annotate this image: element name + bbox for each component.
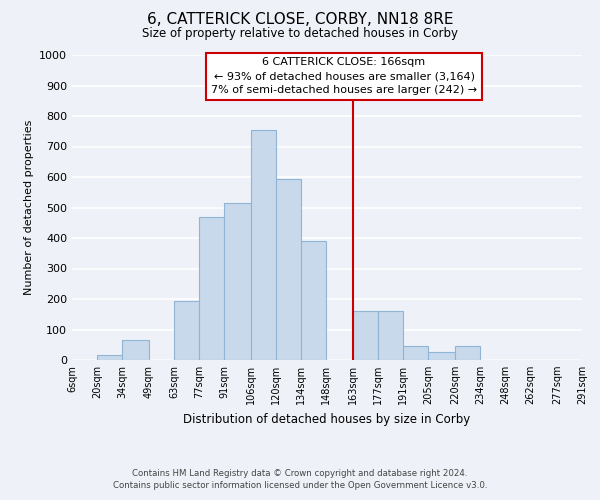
Bar [353, 311, 378, 360]
Bar [428, 352, 455, 360]
Bar [224, 203, 251, 360]
Text: 6 CATTERICK CLOSE: 166sqm
← 93% of detached houses are smaller (3,164)
7% of sem: 6 CATTERICK CLOSE: 166sqm ← 93% of detac… [211, 58, 477, 96]
Bar [403, 346, 428, 360]
Bar [276, 178, 301, 360]
Bar [199, 216, 224, 360]
Text: 6, CATTERICK CLOSE, CORBY, NN18 8RE: 6, CATTERICK CLOSE, CORBY, NN18 8RE [147, 12, 453, 28]
Y-axis label: Number of detached properties: Number of detached properties [23, 120, 34, 295]
Bar [378, 311, 403, 360]
Bar [455, 346, 480, 360]
Text: Contains HM Land Registry data © Crown copyright and database right 2024.
Contai: Contains HM Land Registry data © Crown c… [113, 468, 487, 490]
Text: Size of property relative to detached houses in Corby: Size of property relative to detached ho… [142, 28, 458, 40]
Bar [122, 340, 149, 360]
Bar [97, 356, 122, 360]
Bar [301, 241, 326, 360]
Bar [174, 300, 199, 360]
Bar [251, 130, 276, 360]
X-axis label: Distribution of detached houses by size in Corby: Distribution of detached houses by size … [184, 412, 470, 426]
